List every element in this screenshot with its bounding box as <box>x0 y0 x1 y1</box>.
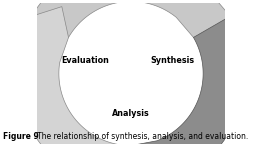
Polygon shape <box>17 7 131 147</box>
Text: Figure 9: Figure 9 <box>3 132 38 141</box>
Text: Synthesis: Synthesis <box>150 56 195 65</box>
Text: Analysis: Analysis <box>112 109 150 118</box>
Polygon shape <box>32 0 230 47</box>
Text: The relationship of synthesis, analysis, and evaluation.: The relationship of synthesis, analysis,… <box>37 132 248 141</box>
Polygon shape <box>108 16 245 147</box>
Text: Evaluation: Evaluation <box>61 56 109 65</box>
